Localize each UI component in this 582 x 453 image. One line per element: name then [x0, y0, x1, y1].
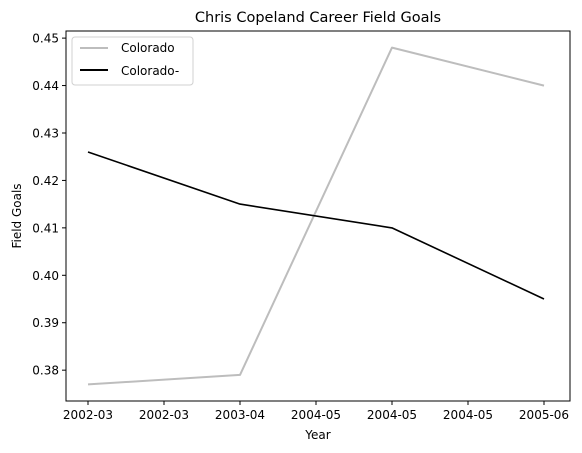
x-tick-label: 2005-06 — [519, 408, 569, 422]
x-tick-label: 2004-05 — [291, 408, 341, 422]
x-tick-label: 2004-05 — [367, 408, 417, 422]
x-tick-label: 2002-03 — [63, 408, 113, 422]
x-tick-label: 2004-05 — [443, 408, 493, 422]
y-axis-label: Field Goals — [10, 183, 24, 248]
x-axis-ticks: 2002-03 2002-03 2003-04 2004-05 2004-05 2004-… — [63, 401, 569, 422]
chart-title: Chris Copeland Career Field Goals — [195, 10, 441, 26]
series-layer — [87, 46, 545, 386]
y-tick-label: 0.38 — [32, 364, 59, 378]
y-tick-label: 0.41 — [32, 221, 59, 235]
series-line-colorado-dash — [87, 151, 545, 300]
series-line-colorado — [87, 46, 545, 386]
x-axis-label: Year — [304, 428, 330, 442]
y-tick-label: 0.40 — [32, 269, 59, 283]
y-tick-label: 0.43 — [32, 126, 59, 140]
y-tick-label: 0.42 — [32, 174, 59, 188]
y-tick-label: 0.45 — [32, 32, 59, 46]
legend-label-colorado: Colorado — [121, 41, 175, 55]
x-tick-label: 2002-03 — [139, 408, 189, 422]
legend: Colorado Colorado- — [71, 36, 194, 86]
y-tick-label: 0.39 — [32, 316, 59, 330]
x-tick-label: 2003-04 — [215, 408, 265, 422]
y-tick-label: 0.44 — [32, 79, 59, 93]
y-axis-ticks: 0.38 0.39 0.40 0.41 0.42 0.43 0.44 0.45 — [32, 32, 66, 378]
legend-label-colorado-dash: Colorado- — [121, 64, 179, 78]
